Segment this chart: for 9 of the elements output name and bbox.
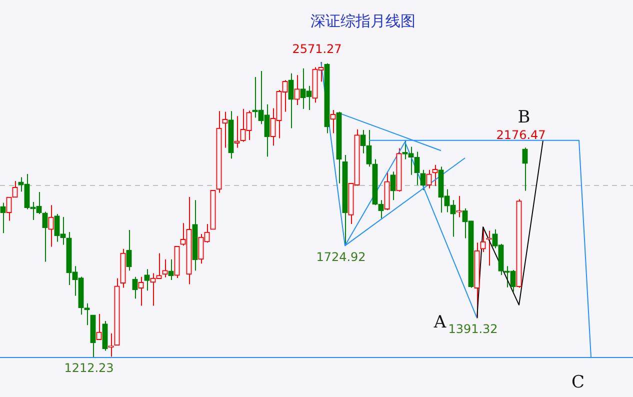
text: C [571,372,585,392]
annotation: 1724.92 [316,250,366,264]
annotation: B [518,107,530,128]
annotation: 2176.47 [496,128,546,142]
annotation: 1212.23 [64,361,114,376]
annotation: 1391.32 [448,322,498,336]
chart-title: 深证综指月线图 [310,12,416,31]
annotation: 2571.27 [292,42,342,56]
annotation: A [432,312,447,332]
